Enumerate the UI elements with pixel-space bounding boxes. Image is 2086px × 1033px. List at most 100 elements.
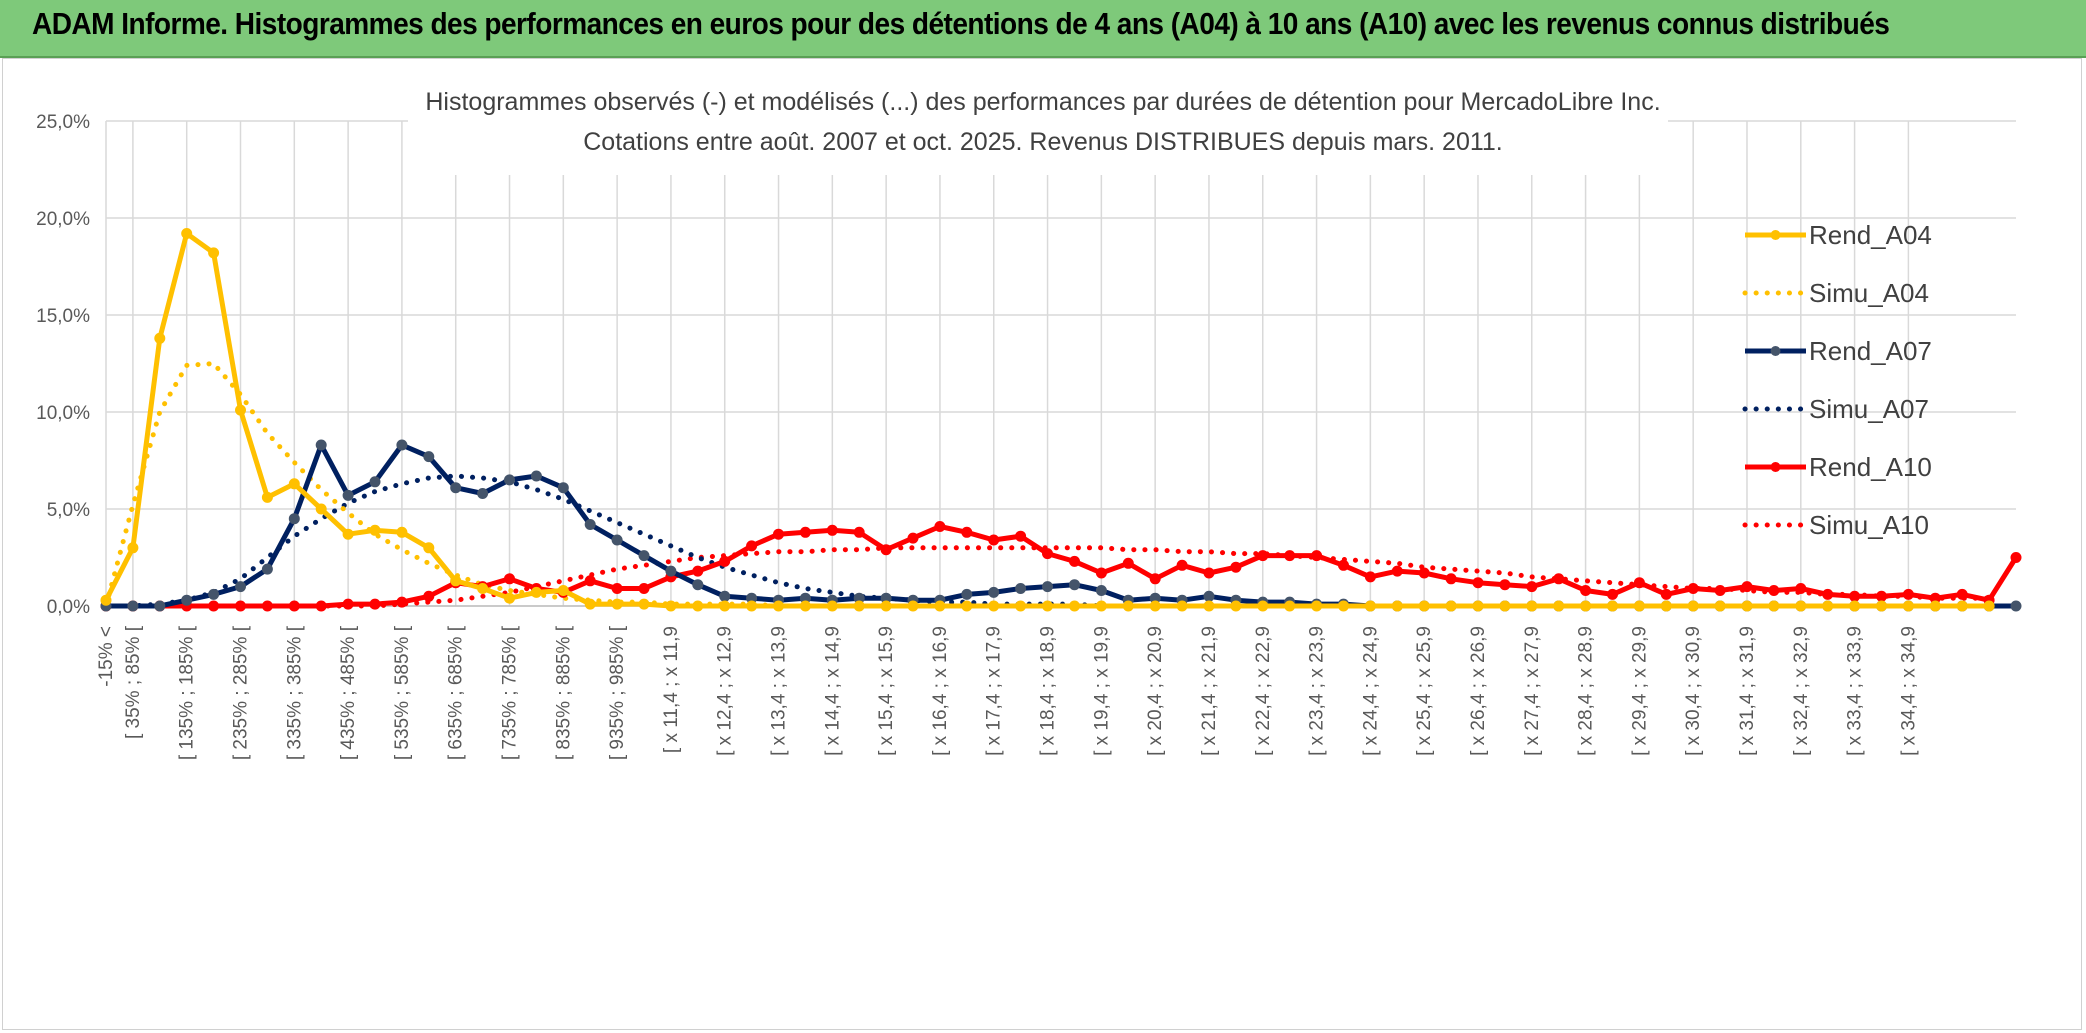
data-point-rend_a10 <box>1176 559 1188 571</box>
legend-label: Rend_A10 <box>1809 452 1932 482</box>
data-point-rend_a04 <box>1472 600 1484 612</box>
data-point-rend_a04 <box>1956 600 1968 612</box>
data-point-rend_a10 <box>773 528 784 540</box>
data-point-rend_a04 <box>961 600 973 612</box>
data-point-rend_a04 <box>100 594 112 606</box>
data-point-rend_a07 <box>1203 590 1215 602</box>
legend-item-rend_a04: Rend_A04 <box>1745 220 1932 250</box>
data-point-rend_a07 <box>1015 583 1027 594</box>
data-point-rend_a07 <box>504 474 515 486</box>
data-point-rend_a04 <box>1553 600 1565 612</box>
data-point-rend_a10 <box>799 526 811 538</box>
data-point-rend_a04 <box>1338 600 1349 612</box>
data-point-rend_a07 <box>154 600 166 612</box>
data-point-rend_a04 <box>450 575 462 587</box>
data-point-rend_a10 <box>1607 588 1618 600</box>
data-point-rend_a10 <box>1069 555 1080 567</box>
data-point-rend_a10 <box>1553 573 1565 585</box>
data-point-rend_a07 <box>961 588 973 600</box>
data-point-rend_a04 <box>557 585 569 596</box>
data-point-rend_a10 <box>1284 550 1296 562</box>
axes: 0,0% 5,0% 10,0% 15,0% 20,0% 25,0% -15% < [ 35% … <box>36 112 2016 760</box>
y-tick-label: 15,0% <box>36 306 90 327</box>
legend-item-rend_a10: Rend_A10 <box>1745 452 1932 482</box>
x-tick-label: [ x 22,4 ; x 22,9 <box>1253 626 1274 756</box>
x-tick-label: [ 535% ; 585% [ <box>392 625 413 760</box>
series <box>100 228 2022 612</box>
data-point-rend_a10 <box>1741 581 1753 593</box>
data-point-rend_a04 <box>1768 600 1780 612</box>
x-tick-label: [ x 15,4 ; x 15,9 <box>876 626 897 756</box>
data-point-rend_a10 <box>1391 565 1403 577</box>
data-point-rend_a10 <box>1230 561 1242 573</box>
data-point-rend_a10 <box>423 590 435 602</box>
legend-marker <box>1770 230 1781 240</box>
data-point-rend_a10 <box>988 534 1000 546</box>
data-point-rend_a10 <box>746 540 758 552</box>
data-point-rend_a07 <box>315 439 327 451</box>
x-tick-label: [ 935% ; 985% [ <box>607 625 628 760</box>
data-point-rend_a04 <box>1983 600 1995 612</box>
data-point-rend_a07 <box>450 482 462 494</box>
data-point-rend_a04 <box>584 598 596 610</box>
data-point-rend_a10 <box>1849 590 1861 602</box>
data-point-rend_a04 <box>719 600 731 612</box>
data-point-rend_a10 <box>961 526 973 538</box>
data-point-rend_a04 <box>288 478 300 490</box>
data-point-rend_a10 <box>1095 567 1107 579</box>
data-point-rend_a04 <box>1607 600 1618 612</box>
data-point-rend_a10 <box>1203 567 1215 579</box>
data-point-rend_a04 <box>315 503 327 515</box>
data-point-rend_a07 <box>127 600 139 612</box>
data-point-rend_a04 <box>1526 600 1538 612</box>
data-point-rend_a10 <box>504 573 515 585</box>
data-point-rend_a07 <box>611 534 623 546</box>
legend-label: Simu_A07 <box>1809 394 1929 424</box>
data-point-rend_a04 <box>127 542 139 554</box>
data-point-rend_a10 <box>584 575 596 587</box>
x-tick-label: [ x 12,4 ; x 12,9 <box>715 626 736 756</box>
data-point-rend_a04 <box>154 332 166 344</box>
data-point-rend_a04 <box>423 542 435 554</box>
data-point-rend_a10 <box>826 524 838 536</box>
data-point-rend_a07 <box>530 470 542 482</box>
data-point-rend_a04 <box>477 583 489 594</box>
data-point-rend_a04 <box>665 600 677 612</box>
data-point-rend_a07 <box>719 590 731 602</box>
data-point-rend_a04 <box>1364 600 1376 612</box>
legend-item-simu_a07: Simu_A07 <box>1742 394 1929 424</box>
x-tick-label: [ x 34,4 ; x 34,9 <box>1898 626 1919 756</box>
x-tick-label: [ x 27,4 ; x 27,9 <box>1522 626 1543 756</box>
data-point-rend_a04 <box>208 247 220 259</box>
data-point-rend_a07 <box>181 594 193 606</box>
data-point-rend_a10 <box>2010 552 2022 563</box>
data-point-rend_a04 <box>1176 600 1188 612</box>
y-tick-label: 25,0% <box>36 112 90 133</box>
x-tick-label: [ 35% ; 85% [ <box>123 625 144 739</box>
x-tick-label: [ 135% ; 185% [ <box>177 625 198 760</box>
data-point-rend_a10 <box>288 600 300 612</box>
data-point-rend_a04 <box>1391 600 1403 612</box>
data-point-rend_a07 <box>288 513 300 525</box>
data-point-rend_a10 <box>261 600 273 612</box>
x-tick-label: [ x 29,4 ; x 29,9 <box>1629 626 1650 756</box>
x-tick-label: [ x 25,4 ; x 25,9 <box>1414 626 1435 756</box>
data-point-rend_a04 <box>799 600 811 612</box>
data-point-rend_a10 <box>1902 588 1914 600</box>
data-point-rend_a10 <box>1660 588 1672 600</box>
series-line-simu_a10 <box>103 545 1992 609</box>
data-point-rend_a04 <box>746 600 758 612</box>
x-tick-label: [ x 24,4 ; x 24,9 <box>1360 626 1381 756</box>
data-point-rend_a04 <box>342 528 354 540</box>
data-point-rend_a04 <box>1149 600 1161 612</box>
series-line-rend_a07 <box>106 442 2016 609</box>
data-point-rend_a07 <box>396 439 408 451</box>
data-point-rend_a04 <box>369 524 381 536</box>
data-point-rend_a04 <box>235 404 246 416</box>
data-point-rend_a07 <box>477 488 489 499</box>
data-point-rend_a04 <box>880 600 892 612</box>
chart-subtitle: Cotations entre août. 2007 et oct. 2025.… <box>583 128 1503 156</box>
data-point-rend_a10 <box>369 598 381 610</box>
x-tick-label: [ x 33,4 ; x 33,9 <box>1845 626 1866 756</box>
x-tick-label: [ 335% ; 385% [ <box>284 625 305 760</box>
